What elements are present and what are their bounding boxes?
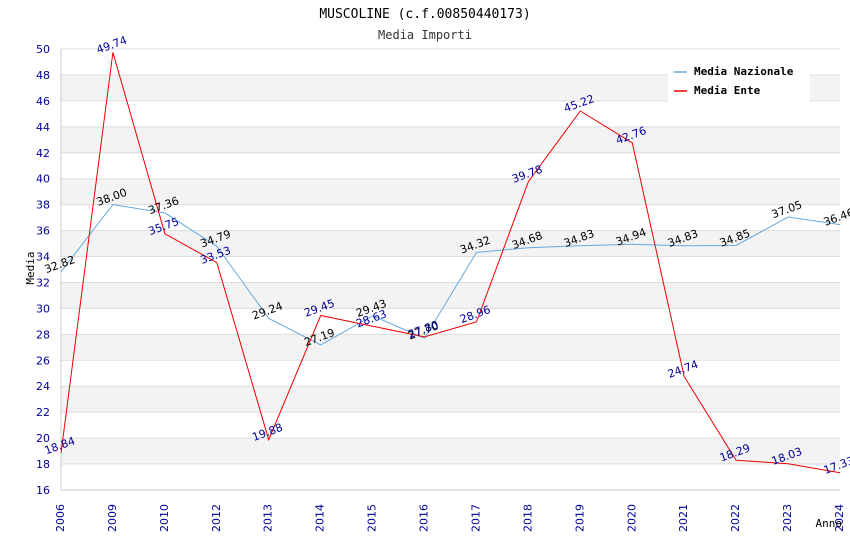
x-tick-label: 2020 [625, 504, 638, 532]
y-tick-label: 26 [36, 354, 50, 367]
legend-label-media-ente: Media Ente [694, 84, 761, 97]
y-tick-label: 38 [36, 199, 50, 212]
x-axis-title: Anno [816, 517, 843, 530]
y-tick-label: 16 [36, 484, 50, 497]
x-tick-label: 2024 [833, 504, 846, 532]
legend-label-media-nazionale: Media Nazionale [694, 65, 794, 78]
y-tick-label: 28 [36, 328, 50, 341]
series-line-media-ente [60, 52, 841, 474]
chart-title: MUSCOLINE (c.f.00850440173) [319, 7, 530, 22]
x-tick-label: 2010 [158, 504, 171, 532]
y-tick-label: 34 [36, 251, 50, 264]
grid-band [61, 386, 840, 413]
y-tick-label: 44 [36, 121, 50, 134]
y-tick-label: 48 [36, 69, 50, 82]
grid-band [61, 178, 840, 205]
data-label-media-nazionale: 36.46 [822, 206, 850, 229]
data-label-media-ente: 24.74 [666, 358, 700, 381]
grid-band [61, 334, 840, 361]
x-tick-label: 2015 [366, 504, 379, 532]
series-lines [60, 52, 841, 474]
x-tick-label: 2023 [781, 504, 794, 532]
legend-background [668, 60, 810, 102]
grid-band [61, 126, 840, 153]
y-tick-label: 36 [36, 225, 50, 238]
x-tick-label: 2006 [54, 504, 67, 532]
y-tick-label: 20 [36, 432, 50, 445]
y-tick-labels: 16 18 20 22 24 26 28 30 32 34 36 38 40 42 44 46 48 50 [36, 43, 50, 497]
y-tick-label: 24 [36, 380, 50, 393]
y-tick-label: 32 [36, 276, 50, 289]
grid-band [61, 438, 840, 465]
x-tick-label: 2013 [262, 504, 275, 532]
x-tick-label: 2014 [314, 504, 327, 532]
data-label-media-ente: 49.74 [95, 34, 129, 57]
chart-subtitle: Media Importi [378, 28, 472, 42]
axes [60, 49, 840, 491]
x-tick-label: 2012 [210, 504, 223, 532]
legend: Media Nazionale Media Ente [668, 60, 810, 102]
y-tick-label: 18 [36, 458, 50, 471]
y-tick-label: 42 [36, 147, 50, 160]
x-tick-label: 2021 [677, 504, 690, 532]
x-tick-label: 2022 [729, 504, 742, 532]
x-tick-labels: 2006 2009 2010 2012 2013 2014 2015 2016 2017 2018… [54, 504, 846, 532]
grid-lines [61, 48, 840, 491]
y-tick-label: 22 [36, 406, 50, 419]
y-tick-label: 30 [36, 302, 50, 315]
x-tick-label: 2019 [573, 504, 586, 532]
x-tick-label: 2009 [106, 504, 119, 532]
y-axis-title: Media [24, 251, 37, 284]
x-tick-label: 2017 [469, 504, 482, 532]
series-line-media-nazionale [60, 204, 841, 346]
y-tick-label: 50 [36, 43, 50, 56]
y-tick-label: 46 [36, 95, 50, 108]
grid-band [61, 230, 840, 257]
x-tick-label: 2018 [521, 504, 534, 532]
y-tick-label: 40 [36, 173, 50, 186]
x-tick-label: 2016 [418, 504, 431, 532]
grid-bands [61, 74, 840, 465]
